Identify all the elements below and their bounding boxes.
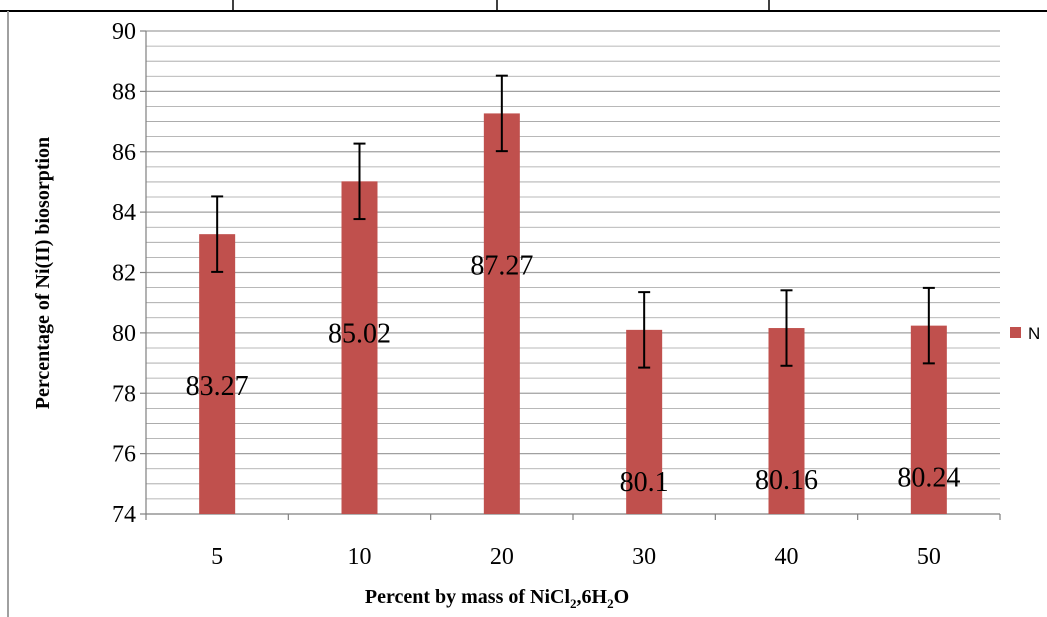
- legend: N: [1010, 324, 1040, 343]
- axes: [140, 30, 1001, 520]
- data-label: 80.1: [620, 467, 669, 498]
- x-tick-label: 30: [632, 544, 656, 570]
- x-axis-title-sub1: 2: [570, 596, 577, 611]
- data-label: 85.02: [328, 318, 391, 349]
- y-tick-label: 90: [112, 19, 136, 45]
- y-tick-label: 84: [112, 200, 136, 226]
- x-tick-label: 20: [490, 544, 514, 570]
- x-tick-label: 40: [775, 544, 799, 570]
- x-axis-title-main: Percent by mass of NiCl: [365, 586, 571, 608]
- data-label: 87.27: [470, 250, 533, 281]
- y-tick-label: 74: [112, 502, 136, 528]
- y-tick-label: 82: [112, 261, 136, 287]
- gridlines: [146, 30, 1000, 500]
- x-tick-label: 10: [348, 544, 372, 570]
- x-tick-label: 50: [917, 544, 941, 570]
- y-tick-label: 78: [112, 381, 136, 407]
- x-axis-title: Percent by mass of NiCl2,6H2O: [365, 586, 629, 611]
- tick-labels: 74 76 78 80 82 84 86 88 90 5 10 20 30 40 50: [112, 19, 941, 570]
- data-label: 80.16: [755, 465, 818, 496]
- x-tick-label: 5: [211, 544, 223, 570]
- x-axis-title-mid: ,6H: [577, 586, 608, 608]
- y-tick-label: 88: [112, 79, 136, 105]
- x-axis-title-sub2: 2: [607, 596, 614, 611]
- y-tick-label: 80: [112, 321, 136, 347]
- bar: [483, 113, 520, 515]
- legend-swatch: [1010, 327, 1021, 338]
- x-axis-title-end: O: [614, 586, 630, 608]
- data-label: 83.27: [186, 371, 249, 402]
- data-label: 80.24: [897, 463, 960, 494]
- error-bars: [211, 74, 935, 369]
- data-labels: 83.27 85.02 87.27 80.1 80.16 80.24: [186, 250, 961, 497]
- y-axis-title: Percentage of Ni(II) biosorption: [32, 137, 54, 409]
- bar: [199, 234, 236, 515]
- bar: [341, 181, 378, 515]
- y-tick-label: 86: [112, 140, 136, 166]
- legend-label: N: [1028, 324, 1040, 343]
- y-tick-label: 76: [112, 442, 136, 468]
